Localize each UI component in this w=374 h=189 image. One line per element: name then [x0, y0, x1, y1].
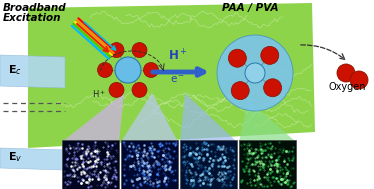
Polygon shape: [28, 3, 315, 148]
Polygon shape: [180, 93, 237, 142]
Text: E$_c$: E$_c$: [8, 63, 22, 77]
Bar: [62, 140, 119, 189]
Circle shape: [132, 82, 147, 97]
Circle shape: [115, 57, 141, 83]
Text: e$^-$: e$^-$: [171, 74, 186, 85]
Polygon shape: [0, 55, 65, 88]
Circle shape: [350, 71, 368, 89]
Circle shape: [231, 82, 249, 100]
Bar: [121, 140, 178, 189]
Text: H$^+$: H$^+$: [92, 88, 106, 100]
Circle shape: [261, 46, 279, 64]
Bar: [180, 140, 237, 189]
Circle shape: [229, 49, 246, 67]
Circle shape: [132, 43, 147, 58]
Text: Oxygen: Oxygen: [329, 82, 367, 92]
Text: Broadband: Broadband: [3, 3, 67, 13]
Text: H$^+$: H$^+$: [168, 49, 188, 64]
Circle shape: [264, 79, 282, 97]
Circle shape: [245, 63, 265, 83]
Bar: [239, 140, 296, 189]
Polygon shape: [239, 100, 296, 142]
Polygon shape: [0, 148, 65, 170]
Circle shape: [217, 35, 293, 111]
Text: PAA / PVA: PAA / PVA: [222, 3, 279, 13]
Circle shape: [109, 43, 124, 58]
Text: E$_v$: E$_v$: [8, 150, 22, 164]
Polygon shape: [121, 93, 178, 142]
Circle shape: [109, 82, 124, 97]
Circle shape: [144, 63, 159, 77]
Circle shape: [98, 63, 113, 77]
Text: Excitation: Excitation: [3, 13, 61, 23]
Circle shape: [337, 64, 355, 82]
Polygon shape: [62, 93, 124, 142]
